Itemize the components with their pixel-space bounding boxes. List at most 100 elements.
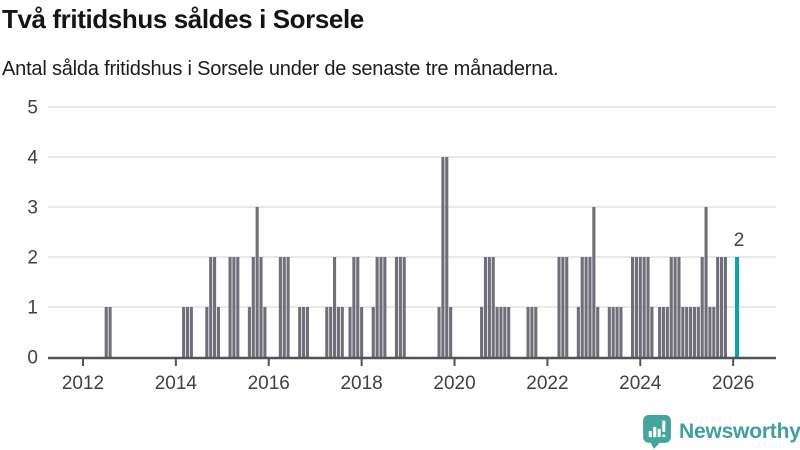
bar bbox=[360, 307, 364, 357]
newsworthy-logo-icon bbox=[643, 415, 671, 449]
bar bbox=[209, 257, 213, 357]
bar bbox=[561, 257, 565, 357]
bar bbox=[371, 307, 375, 357]
x-axis-label: 2018 bbox=[340, 373, 382, 394]
y-axis-label: 3 bbox=[27, 198, 38, 219]
bar bbox=[530, 307, 534, 357]
x-axis-label: 2022 bbox=[526, 373, 568, 394]
bar bbox=[712, 307, 716, 357]
bar bbox=[437, 307, 441, 357]
bar bbox=[449, 307, 453, 357]
bar bbox=[638, 257, 642, 357]
x-axis-label: 2016 bbox=[248, 373, 290, 394]
bar bbox=[557, 257, 561, 357]
bar bbox=[228, 257, 232, 357]
bar bbox=[348, 307, 352, 357]
highlight-value-label: 2 bbox=[734, 230, 745, 251]
bar bbox=[282, 257, 286, 357]
bar bbox=[696, 307, 700, 357]
page-subtitle: Antal sålda fritidshus i Sorsele under d… bbox=[2, 58, 559, 80]
bar bbox=[232, 257, 236, 357]
bar bbox=[333, 257, 337, 357]
y-axis-label: 0 bbox=[27, 348, 38, 369]
bar bbox=[588, 257, 592, 357]
bar bbox=[375, 257, 379, 357]
bar bbox=[720, 257, 724, 357]
bar bbox=[336, 307, 340, 357]
bar bbox=[503, 307, 507, 357]
bar bbox=[615, 307, 619, 357]
bar bbox=[619, 307, 623, 357]
bar bbox=[665, 307, 669, 357]
page-title: Två fritidshus såldes i Sorsele bbox=[2, 4, 364, 34]
bar bbox=[491, 257, 495, 357]
bar bbox=[352, 257, 356, 357]
bar bbox=[247, 307, 251, 357]
bar bbox=[329, 307, 333, 357]
y-axis-label: 4 bbox=[27, 148, 38, 169]
bar bbox=[630, 257, 635, 357]
bar bbox=[445, 157, 449, 357]
y-axis-label: 2 bbox=[27, 248, 38, 269]
bar bbox=[108, 307, 112, 357]
bar bbox=[340, 307, 344, 357]
bar bbox=[677, 257, 681, 357]
bar bbox=[182, 307, 186, 357]
bar bbox=[398, 257, 402, 357]
bar bbox=[716, 257, 720, 357]
newsworthy-logo: Newsworthy bbox=[643, 415, 800, 449]
bar bbox=[251, 257, 255, 357]
bar bbox=[692, 307, 697, 357]
bar bbox=[580, 257, 584, 357]
highlight-bar bbox=[734, 257, 740, 357]
bar bbox=[534, 307, 538, 357]
bar bbox=[650, 307, 654, 357]
bar bbox=[661, 307, 666, 357]
bar bbox=[658, 307, 662, 357]
newsworthy-logo-text: Newsworthy bbox=[679, 420, 800, 443]
bar bbox=[565, 257, 569, 357]
bar bbox=[302, 307, 306, 357]
bar bbox=[596, 307, 600, 357]
bar bbox=[480, 307, 484, 357]
bar bbox=[189, 307, 193, 357]
bar bbox=[507, 307, 511, 357]
bar bbox=[379, 257, 383, 357]
bar bbox=[236, 257, 240, 357]
bar bbox=[383, 257, 387, 357]
bar bbox=[704, 207, 708, 357]
y-axis-label: 5 bbox=[27, 98, 38, 119]
bar bbox=[213, 257, 217, 357]
bar bbox=[685, 307, 689, 357]
x-axis-label: 2024 bbox=[619, 373, 662, 394]
x-axis-label: 2026 bbox=[712, 373, 754, 394]
bar bbox=[402, 257, 406, 357]
bar bbox=[205, 307, 209, 357]
x-axis-label: 2020 bbox=[433, 373, 475, 394]
y-axis-label: 1 bbox=[27, 298, 38, 319]
bar bbox=[185, 307, 190, 357]
x-axis-label: 2012 bbox=[62, 373, 104, 394]
bar bbox=[499, 307, 503, 357]
bar bbox=[646, 257, 650, 357]
bar bbox=[487, 257, 491, 357]
bar bbox=[642, 257, 646, 357]
bar bbox=[394, 257, 399, 357]
bar bbox=[259, 257, 263, 357]
bar bbox=[576, 307, 580, 357]
bar bbox=[278, 257, 282, 357]
bar bbox=[104, 307, 108, 357]
bar bbox=[592, 207, 596, 357]
bar bbox=[325, 307, 329, 357]
bar bbox=[708, 307, 712, 357]
bar bbox=[689, 307, 693, 357]
bar bbox=[216, 307, 220, 357]
x-axis-label: 2014 bbox=[155, 373, 198, 394]
bar bbox=[584, 257, 588, 357]
bar bbox=[700, 257, 704, 357]
bar bbox=[441, 157, 445, 357]
bar bbox=[634, 257, 638, 357]
bar bbox=[673, 257, 677, 357]
